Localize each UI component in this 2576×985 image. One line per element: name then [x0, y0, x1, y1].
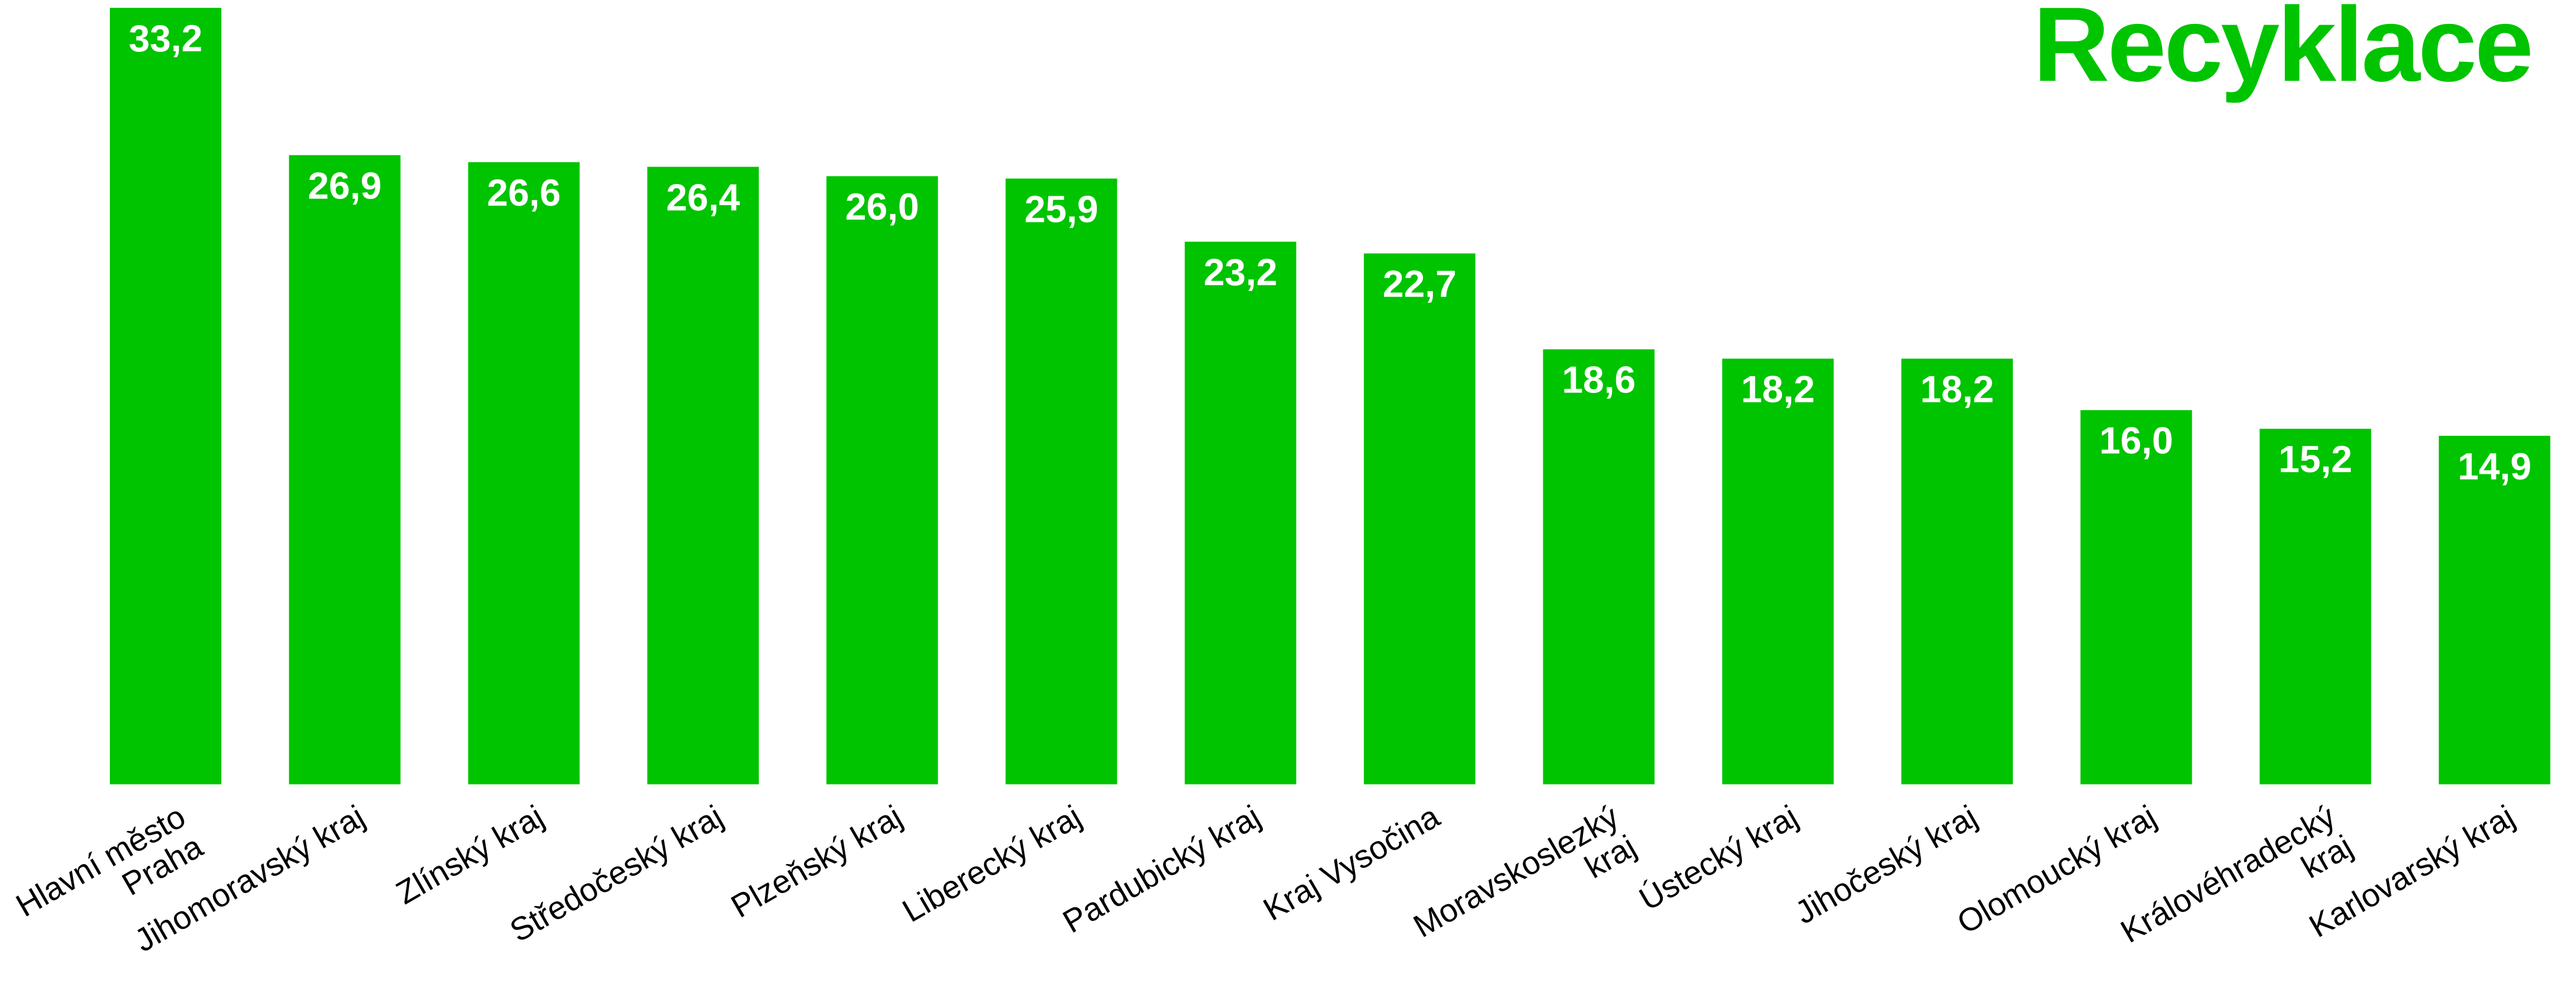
bar [826, 176, 938, 785]
bar-value-label: 16,0 [2099, 420, 2173, 462]
bar-value-label: 26,4 [666, 176, 740, 219]
bar [2080, 410, 2192, 784]
bar-value-label: 15,2 [2278, 438, 2352, 481]
bars-layer [110, 8, 2550, 785]
bar [1184, 241, 1296, 785]
value-labels-layer: 33,2 26,9 26,6 26,4 26,0 25,9 23,2 22,7 18,6 18,2… [129, 17, 2531, 488]
bar-value-label: 18,2 [1920, 368, 1994, 410]
bar [647, 167, 759, 784]
bar [1005, 178, 1117, 784]
bar-value-label: 33,2 [129, 17, 202, 60]
bar [1543, 349, 1655, 784]
bar-value-label: 22,7 [1383, 263, 1456, 305]
bar-value-label: 26,6 [487, 172, 560, 214]
bar [289, 155, 401, 784]
bar-value-label: 26,9 [308, 164, 381, 207]
bar-value-label: 26,0 [845, 186, 919, 228]
x-tick-label-line: Ústecký kraj [1633, 798, 1804, 918]
x-tick-label: Plzeňský kraj [725, 798, 908, 925]
bar [468, 162, 580, 784]
x-tick-label-line: Pardubický kraj [1057, 798, 1266, 940]
bar-value-label: 23,2 [1204, 251, 1277, 294]
x-tick-label-line: Plzeňský kraj [725, 798, 908, 925]
bar [2259, 429, 2371, 784]
bar-value-label: 18,6 [1562, 359, 1635, 401]
bar [2438, 435, 2550, 784]
chart-title: Recyklace [2033, 0, 2531, 104]
x-tick-label: Ústecký kraj [1633, 798, 1804, 918]
bar [1722, 358, 1834, 784]
bar-value-label: 25,9 [1024, 188, 1098, 230]
x-tick-label: Zlínský kraj [390, 798, 550, 911]
bar-value-label: 18,2 [1741, 368, 1815, 410]
bar [1901, 358, 2013, 784]
bar-value-label: 14,9 [2458, 445, 2531, 488]
bar [1364, 253, 1476, 785]
bar [110, 8, 221, 784]
x-tick-label: Pardubický kraj [1057, 798, 1266, 940]
x-tick-label-line: Zlínský kraj [390, 798, 550, 911]
